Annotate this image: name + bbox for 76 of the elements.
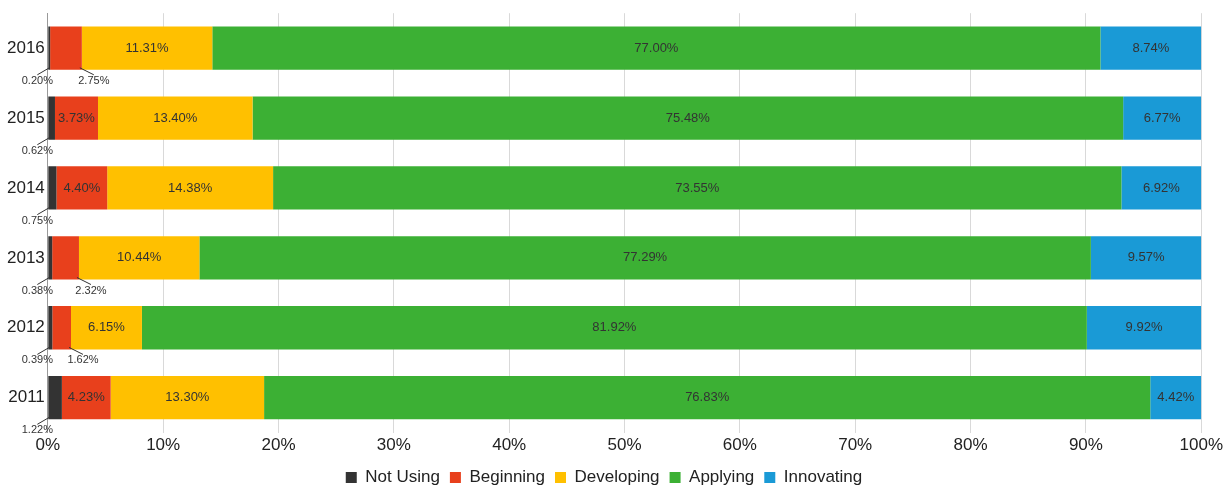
bar [1090,236,1202,280]
data-label: 13.40% [153,109,198,125]
data-label: 4.42% [1157,389,1195,405]
data-label: 6.15% [88,319,126,335]
bar [1123,96,1202,140]
data-label: 1.62% [67,353,99,366]
x-tick-label: 10% [146,435,181,455]
bar [78,236,200,280]
legend-label: Developing [574,467,660,487]
bar [1086,306,1202,350]
data-label: 3.73% [58,109,96,125]
data-label: 77.00% [634,39,679,55]
x-tick-label: 40% [492,435,527,455]
data-label: 4.40% [63,179,101,195]
data-label: 73.55% [675,179,720,195]
data-label: 0.20% [21,73,54,86]
data-label: 0.75% [21,213,54,226]
data-label: 2.75% [78,73,110,86]
data-label: 77.29% [623,249,668,265]
y-tick-label: 2015 [6,107,45,127]
data-label: 6.77% [1143,109,1182,125]
bar [264,375,1151,420]
bar [252,96,1124,140]
data-label: 81.92% [592,319,637,335]
y-tick-label: 2016 [6,37,45,57]
x-tick-label: 60% [722,435,757,455]
bar [199,236,1091,280]
x-tick-label: 0% [35,435,61,455]
data-label: 0.62% [21,143,54,156]
bar [1121,166,1202,210]
bar [212,26,1101,70]
bar [273,166,1122,210]
bar [52,306,71,350]
bar [107,166,274,210]
bar [1150,375,1202,420]
bar [1100,26,1202,70]
data-label: 9.92% [1125,319,1163,335]
bar [52,236,79,280]
bar [81,26,213,70]
bar [56,166,108,210]
x-tick-label: 50% [607,435,642,455]
data-label: 14.38% [168,179,213,195]
data-label: 2.32% [75,283,107,296]
bar [71,306,142,350]
y-tick-label: 2011 [8,387,45,407]
y-tick-label: 2012 [6,317,45,337]
bar [141,306,1087,350]
data-label: 11.31% [125,39,170,55]
bar [50,26,82,70]
bar [54,96,98,140]
data-label: 0.39% [21,353,54,366]
data-label: 0.38% [21,283,54,296]
data-label: 13.30% [165,389,210,405]
legend-label: Applying [689,467,755,487]
legend-label: Innovating [783,467,863,487]
legend-label: Not Using [365,467,440,487]
x-tick-label: 20% [261,435,296,455]
x-tick-label: 80% [953,435,988,455]
data-label: 9.57% [1127,249,1165,265]
data-label: 8.74% [1132,39,1170,55]
x-tick-label: 100% [1179,435,1223,455]
data-label: 75.48% [665,109,711,125]
data-label: 76.83% [685,389,730,405]
data-label: 4.23% [67,389,106,405]
x-tick-label: 70% [838,435,873,455]
bar [110,375,265,420]
data-label: 1.22% [21,423,54,436]
bar [61,375,111,420]
x-tick-label: 90% [1068,435,1103,455]
bar [97,96,253,140]
legend-label: Beginning [469,467,546,487]
data-label: 6.92% [1142,179,1181,195]
y-tick-label: 2013 [6,247,45,267]
y-tick-label: 2014 [6,177,45,197]
data-label: 10.44% [117,249,162,265]
x-tick-label: 30% [376,435,411,455]
